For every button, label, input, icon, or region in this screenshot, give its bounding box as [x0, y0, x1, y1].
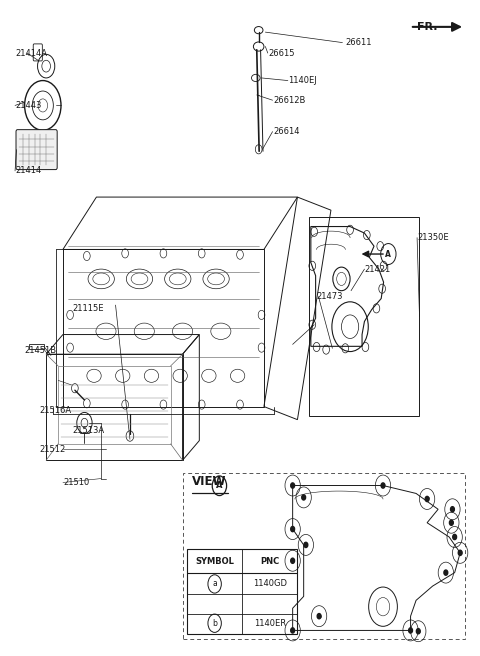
Circle shape [425, 497, 429, 502]
Text: VIEW: VIEW [192, 476, 227, 488]
Text: 26611: 26611 [345, 38, 372, 47]
Circle shape [453, 535, 456, 540]
Text: a: a [408, 628, 412, 633]
Text: b: b [425, 497, 429, 501]
Circle shape [458, 550, 462, 556]
Circle shape [317, 613, 321, 619]
Text: a: a [291, 527, 295, 531]
Text: 21414A: 21414A [15, 49, 47, 58]
Text: b: b [416, 628, 420, 634]
Circle shape [449, 520, 453, 525]
Text: 21443: 21443 [15, 101, 41, 110]
Text: b: b [444, 570, 448, 575]
Text: PNC: PNC [260, 556, 279, 565]
Text: b: b [449, 520, 453, 525]
Text: A: A [385, 249, 391, 258]
Text: SYMBOL: SYMBOL [195, 556, 234, 565]
FancyBboxPatch shape [16, 130, 57, 170]
Text: b: b [317, 613, 321, 619]
Circle shape [302, 495, 306, 500]
Circle shape [291, 628, 295, 633]
Circle shape [291, 527, 295, 532]
Circle shape [291, 483, 295, 488]
Text: a: a [212, 579, 217, 588]
Text: 21414: 21414 [15, 167, 41, 175]
Circle shape [444, 570, 448, 575]
Text: a: a [291, 483, 295, 488]
Text: 21516A: 21516A [39, 406, 71, 415]
Circle shape [451, 506, 455, 512]
Circle shape [381, 483, 385, 488]
Text: a: a [458, 550, 462, 556]
Text: 26615: 26615 [269, 49, 295, 58]
Text: a: a [291, 628, 295, 633]
Text: 21115E: 21115E [72, 304, 104, 313]
Text: 21421: 21421 [364, 264, 391, 274]
Circle shape [304, 543, 308, 548]
Text: b: b [212, 619, 217, 628]
Text: 26612B: 26612B [274, 96, 306, 105]
Text: 21451B: 21451B [24, 346, 57, 356]
Text: a: a [451, 507, 455, 512]
Text: 26614: 26614 [274, 127, 300, 136]
Circle shape [408, 628, 412, 633]
Text: 21510: 21510 [63, 478, 89, 487]
Text: 1140GD: 1140GD [252, 579, 287, 588]
Circle shape [291, 558, 295, 564]
Text: 1140EJ: 1140EJ [288, 76, 317, 85]
Text: b: b [301, 495, 306, 500]
Text: a: a [291, 558, 295, 564]
Circle shape [416, 628, 420, 634]
Text: 21513A: 21513A [72, 426, 105, 436]
Text: 21350E: 21350E [417, 233, 449, 242]
Text: 21473: 21473 [317, 292, 343, 301]
Text: A: A [216, 482, 223, 490]
Text: 21512: 21512 [39, 445, 65, 453]
Text: FR.: FR. [417, 22, 438, 32]
Text: 1140ER: 1140ER [253, 619, 286, 628]
Text: a: a [381, 483, 385, 488]
Text: b: b [453, 535, 456, 539]
Text: b: b [304, 543, 308, 547]
